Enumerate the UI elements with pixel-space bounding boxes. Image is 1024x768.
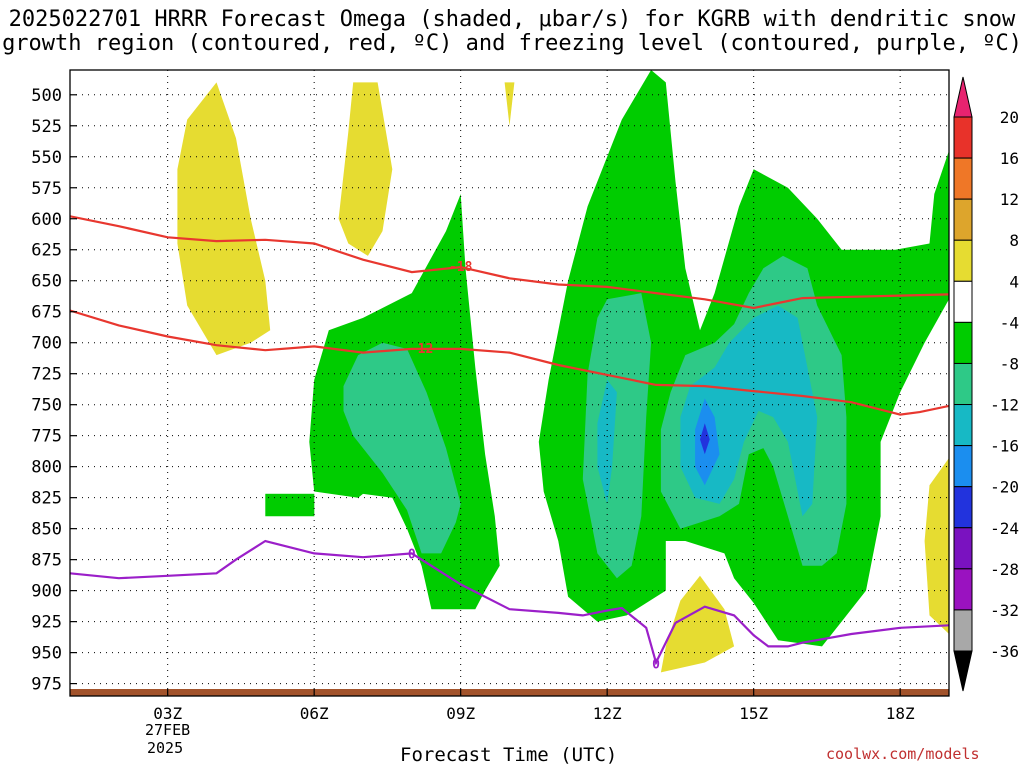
colorbar-swatch [953,321,973,364]
contour-line [70,539,949,666]
y-tick-label: 950 [31,644,62,664]
colorbar-swatch [953,157,973,200]
x-tick-label: 09Z [446,704,475,723]
x-tick-label: 12Z [593,704,622,723]
colorbar-swatch [953,486,973,529]
y-tick-label: 700 [31,334,62,354]
y-tick-label: 775 [31,427,62,447]
colorbar-bottom-arrow [953,650,973,692]
y-tick-label: 500 [31,86,62,106]
colorbar-swatch [953,362,973,406]
y-tick-label: 600 [31,210,62,230]
colorbar-label: -24 [990,519,1019,538]
y-tick-label: 650 [31,272,62,292]
y-tick-label: 925 [31,613,62,633]
colorbar-label: -4 [1000,313,1019,332]
contour-line [70,215,949,310]
terrain-band [70,689,949,696]
credit-link[interactable]: coolwx.com/models [826,745,980,763]
colorbar-swatch [953,527,973,570]
y-tick-label: 750 [31,396,62,416]
colorbar-label: -16 [990,437,1019,456]
omega-region-15 [700,423,710,455]
omega-region-12 [597,379,617,504]
x-tick-label: 18Z [886,704,915,723]
colorbar-top-arrow [953,76,973,118]
y-tick-label: 550 [31,148,62,168]
colorbar-label: -28 [990,560,1019,579]
y-tick-label: 725 [31,365,62,385]
omega-region-0 [177,82,271,356]
contour-line [70,309,949,416]
colorbar-label: 20 [1000,108,1019,127]
y-tick-label: 825 [31,489,62,509]
terrain-band-fill [70,689,949,696]
omega-region-6 [265,493,315,517]
x-tick-label: 15Z [739,704,768,723]
colorbar-label: -20 [990,478,1019,497]
colorbar-label: 16 [1000,149,1019,168]
grid-lines [70,70,949,696]
chart-title: 2025022701 HRRR Forecast Omega (shaded, … [0,8,1024,56]
y-tick-label: 575 [31,179,62,199]
colorbar-label: -8 [1000,354,1019,373]
y-tick-label: 625 [31,241,62,261]
y-tick-label: 875 [31,551,62,571]
y-tick-label: 900 [31,582,62,602]
colorbar-swatch [953,198,973,241]
contour-label: 0 [408,547,416,562]
date-label-day: 27FEB [145,721,190,739]
omega-region-1 [338,82,393,256]
colorbar-swatch [953,568,973,611]
colorbar-swatch [953,609,973,652]
omega-shading [177,70,949,673]
date-label-year: 2025 [147,739,183,757]
title-line-2: growth region (contoured, red, ºC) and f… [2,31,1022,56]
colorbar: 20 16 12 8 4 -4 -8 -12 -16 -20 -24 -28 -32 -36 [953,76,1019,692]
colorbar-label: -36 [990,642,1019,661]
colorbar-label: 8 [1009,231,1019,250]
y-tick-label: 850 [31,520,62,540]
colorbar-label: 12 [1000,190,1019,209]
colorbar-swatch [953,239,973,282]
contour-lines: -18 -12 0 0 [70,215,949,673]
omega-region-2 [504,82,515,126]
colorbar-label: -12 [990,396,1019,415]
colorbar-swatch [953,116,973,159]
colorbar-swatch [953,404,973,447]
y-tick-label: 800 [31,458,62,478]
x-tick-label: 03Z [153,704,182,723]
colorbar-label: -32 [990,601,1019,620]
x-axis-ticks: 03Z 06Z 09Z 12Z 15Z 18Z [153,689,915,723]
y-axis-ticks: 500 525 550 575 600 625 650 675 700 725 750 775 800 8… [31,86,77,695]
y-tick-label: 975 [31,675,62,695]
y-tick-label: 525 [31,117,62,137]
omega-region-3 [660,575,735,673]
colorbar-swatch [953,445,973,488]
y-tick-label: 675 [31,303,62,323]
omega-region-4 [924,458,949,634]
title-line-1: 2025022701 HRRR Forecast Omega (shaded, … [8,7,1016,32]
colorbar-swatch [953,280,973,323]
contour-label: -18 [449,260,473,275]
colorbar-label: 4 [1009,272,1019,291]
plot-frame [69,69,950,697]
contour-label: -12 [410,342,433,357]
contour-label: 0 [652,658,660,673]
x-axis-label: Forecast Time (UTC) [400,744,618,766]
omega-region-9 [343,342,461,554]
x-tick-label: 06Z [300,704,329,723]
